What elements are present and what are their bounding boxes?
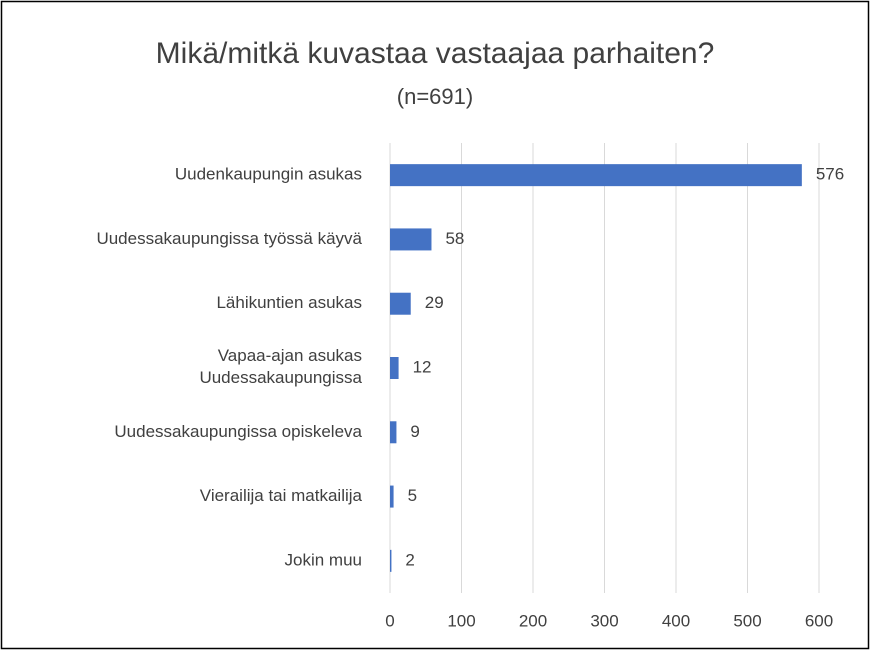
value-label: 29	[425, 293, 444, 312]
bar	[390, 164, 802, 187]
x-tick-label: 300	[590, 611, 618, 630]
value-label: 9	[410, 422, 419, 441]
bar	[390, 485, 394, 508]
chart-title: Mikä/mitkä kuvastaa vastaajaa parhaiten?	[156, 37, 715, 70]
bar	[390, 357, 399, 379]
x-tick-label: 100	[447, 611, 475, 630]
x-tick-label: 400	[662, 611, 690, 630]
value-label: 2	[405, 550, 414, 569]
y-tick-label: Lähikuntien asukas	[216, 293, 362, 312]
bar	[390, 549, 392, 572]
y-tick-label: Vapaa-ajan asukas Uudessakaupungissa	[199, 346, 362, 387]
y-tick-label: Uudessakaupungissa opiskeleva	[114, 422, 362, 441]
x-tick-label: 0	[385, 611, 394, 630]
bar	[390, 421, 397, 444]
value-label: 5	[408, 486, 417, 505]
y-tick-label: Jokin muu	[285, 550, 362, 569]
bar	[390, 292, 411, 315]
y-tick-label: Vierailija tai matkailija	[200, 486, 363, 505]
value-label: 58	[445, 229, 464, 248]
value-label: 576	[816, 165, 844, 184]
y-tick-label: Uudessakaupungissa työssä käyvä	[96, 229, 362, 248]
x-tick-label: 500	[733, 611, 761, 630]
x-tick-label: 600	[805, 611, 833, 630]
y-tick-label: Uudenkaupungin asukas	[175, 165, 362, 184]
bar	[390, 228, 432, 251]
chart-subtitle: (n=691)	[397, 84, 473, 109]
value-label: 12	[413, 357, 432, 376]
x-tick-label: 200	[519, 611, 547, 630]
